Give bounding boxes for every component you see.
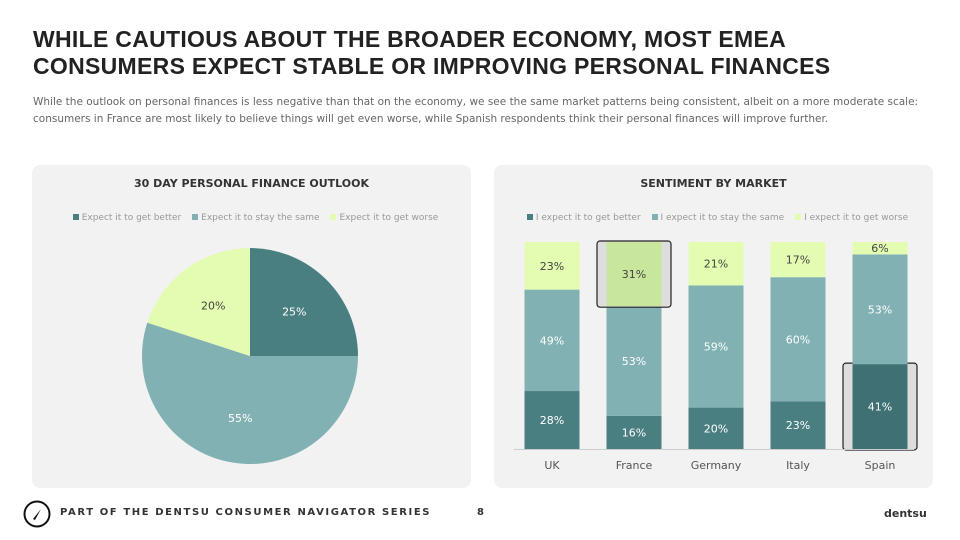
bar-segment (606, 242, 662, 307)
bar-segment (852, 254, 908, 365)
x-tick-label: Spain (865, 459, 896, 472)
bar-chart: 28% 49% 23% UK 16% 53% 31% France 20% 59% 21% Germa… (514, 240, 918, 472)
pie-slice (250, 248, 358, 356)
bar-legend: I expect it to get better I expect it to… (494, 213, 933, 223)
bar-label: 16% (622, 426, 646, 439)
legend-swatch (330, 214, 337, 220)
legend-swatch (795, 214, 802, 220)
legend-label: Expect it to get worse (339, 213, 439, 223)
bar-segment (524, 289, 580, 392)
page-number: 8 (477, 507, 484, 518)
pie-slice (147, 248, 250, 356)
bar-label: 20% (704, 422, 728, 435)
bar-label: 49% (540, 334, 564, 347)
pie-legend: Expect it to get better Expect it to sta… (32, 213, 471, 223)
x-tick-label: France (616, 459, 653, 472)
bar-label: 6% (871, 242, 888, 255)
pie-title: 30 DAY PERSONAL FINANCE OUTLOOK (134, 177, 369, 190)
pie-label: 20% (201, 299, 225, 312)
bar-label: 28% (540, 414, 564, 427)
bar-label: 53% (868, 303, 892, 316)
pie-slice (142, 322, 358, 464)
bar-segment (688, 242, 744, 286)
bar-segment (770, 242, 826, 278)
x-tick-label: UK (544, 459, 560, 472)
legend-label: I expect it to stay the same (660, 213, 785, 223)
legend-label: I expect it to get worse (804, 213, 909, 223)
bar-segment (524, 242, 580, 290)
legend-swatch (192, 214, 199, 220)
bar-segment (688, 285, 744, 408)
pie-panel: 25% 55% 20% 30 DAY PERSONAL FINANCE OUTLOO… (32, 165, 471, 488)
bar-segment (688, 407, 744, 449)
pie-chart: 25% 55% 20% (142, 248, 358, 464)
legend-label: Expect it to stay the same (201, 213, 320, 223)
bar-segment (770, 277, 826, 402)
x-tick-label: Italy (786, 459, 810, 472)
bar-segment (770, 401, 826, 449)
bar-segment (524, 391, 580, 449)
brand-logo: dentsu (884, 507, 927, 520)
legend-label: I expect it to get better (535, 213, 641, 223)
bar-label: 60% (786, 333, 810, 346)
legend-swatch (526, 214, 533, 220)
bar-label: 21% (704, 258, 728, 271)
page-title: WHILE CAUTIOUS ABOUT THE BROADER ECONOMY… (33, 26, 831, 79)
bar-segment (606, 415, 662, 449)
bar-segment (852, 364, 908, 449)
bar-label: 17% (786, 254, 810, 267)
pie-label: 55% (228, 412, 252, 425)
bar-title: SENTIMENT BY MARKET (640, 177, 787, 190)
bar-label: 23% (786, 419, 810, 432)
bar-label: 41% (868, 401, 892, 414)
x-tick-label: Germany (691, 459, 742, 472)
bar-label: 59% (704, 341, 728, 354)
bar-label: 23% (540, 260, 564, 273)
pie-label: 25% (282, 306, 306, 319)
footer-series: PART OF THE DENTSU CONSUMER NAVIGATOR SE… (60, 507, 432, 518)
bar-panel: 28% 49% 23% UK 16% 53% 31% France 20% 59% 21% Germa… (494, 165, 933, 488)
bar-segment (852, 242, 908, 255)
bar-segment (606, 306, 662, 416)
page-subtitle: While the outlook on personal finances i… (33, 96, 919, 125)
bar-label: 53% (622, 355, 646, 368)
compass-logo-icon (23, 500, 51, 528)
legend-swatch (651, 214, 658, 220)
legend-label: Expect it to get better (81, 213, 182, 223)
bar-label: 31% (622, 268, 646, 281)
legend-swatch (72, 214, 79, 220)
